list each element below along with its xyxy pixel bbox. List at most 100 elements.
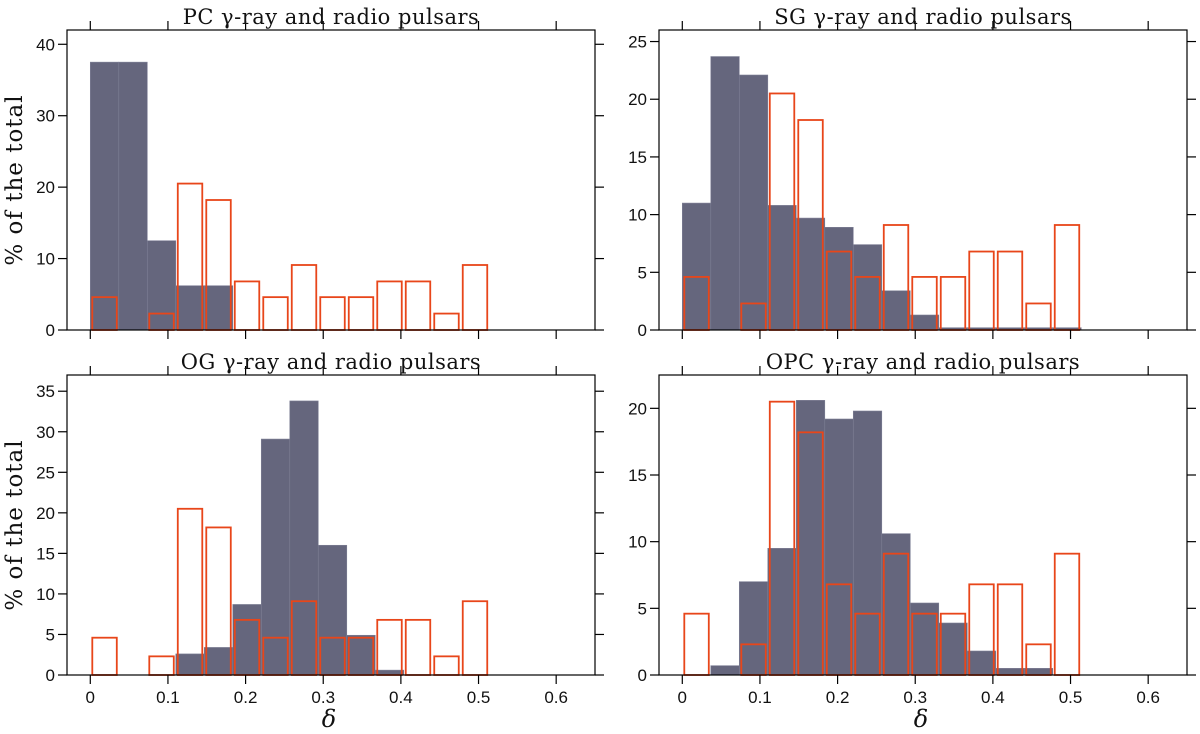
- x-tick-label: 0.4: [389, 688, 413, 707]
- x-tick-label: 0.6: [1136, 688, 1160, 707]
- y-tick-label: 35: [36, 382, 55, 401]
- panel-pc: 0 10 20 30 40 PC γ-ray and radio pulsars % of …: [2, 5, 604, 340]
- model-bar: [909, 314, 940, 331]
- x-tick-label: 0.2: [234, 688, 258, 707]
- x-tick-label: 0.3: [903, 688, 927, 707]
- observed-bar: [996, 250, 1024, 331]
- model-bar: [824, 418, 854, 676]
- model-bar: [909, 602, 940, 676]
- model-bar: [966, 650, 997, 676]
- model-bar: [260, 438, 291, 676]
- observed-bar: [433, 312, 460, 331]
- y-tick-label: 0: [638, 666, 647, 685]
- model-bar: [710, 56, 740, 331]
- model-bar: [795, 400, 826, 676]
- series-model-bars: [681, 56, 1082, 331]
- x-tick-label: 0.4: [981, 688, 1005, 707]
- observed-bar: [404, 280, 432, 331]
- observed-bar: [1025, 302, 1052, 331]
- y-tick-label: 5: [46, 625, 55, 644]
- observed-bar: [968, 250, 995, 331]
- y-tick-label: 15: [628, 148, 647, 167]
- series-model-bars: [710, 400, 1054, 676]
- model-bar: [175, 653, 205, 676]
- y-tick-label: 20: [628, 90, 647, 109]
- y-tick-label: 15: [36, 544, 55, 563]
- plot-frame: [66, 374, 596, 676]
- panel-opc: 0 0.1 0.2 0.3 0.4 0.5 0.6 0 5 10 15 20 OPC γ-ray and…: [628, 350, 1196, 733]
- panel-title-og: OG γ-ray and radio pulsars: [181, 350, 481, 374]
- observed-bar: [262, 296, 289, 331]
- observed-bar: [376, 618, 403, 676]
- plot-frame: [66, 29, 596, 331]
- model-bar: [1023, 668, 1054, 676]
- panel-og: 0 0.1 0.2 0.3 0.4 0.5 0.6 0 5 10 15 20 25 30 35 OG γ-ra…: [2, 350, 604, 733]
- y-tick-label: 40: [36, 35, 55, 54]
- x-tick-label: 0.6: [544, 688, 568, 707]
- panel-title-sg: SG γ-ray and radio pulsars: [774, 5, 1072, 29]
- y-tick-label: 10: [628, 206, 647, 225]
- model-bar: [289, 400, 319, 676]
- model-bar: [232, 604, 262, 676]
- series-model-bars: [175, 400, 405, 676]
- observed-bar: [1053, 224, 1081, 331]
- observed-bar: [233, 280, 261, 331]
- model-bar: [738, 74, 769, 331]
- y-tick-label: 0: [46, 321, 55, 340]
- model-bar: [995, 668, 1025, 676]
- y-tick-label: 25: [628, 33, 647, 52]
- x-tick-label: 0.1: [748, 688, 772, 707]
- model-bar: [767, 205, 797, 331]
- observed-bar: [461, 264, 489, 331]
- x-tick-label: 0.5: [467, 688, 491, 707]
- observed-bar: [148, 655, 175, 676]
- observed-bar: [939, 276, 967, 331]
- y-tick-label: 10: [36, 585, 55, 604]
- x-tick-label: 0.2: [826, 688, 850, 707]
- model-bar: [175, 285, 205, 331]
- y-tick-label: 20: [36, 504, 55, 523]
- y-tick-label: 15: [628, 466, 647, 485]
- panel-title-pc: PC γ-ray and radio pulsars: [183, 5, 480, 29]
- y-tick-label: 30: [36, 107, 55, 126]
- observed-bar: [683, 612, 710, 676]
- observed-bar: [319, 296, 346, 331]
- model-bar: [767, 548, 797, 676]
- observed-bar: [1053, 552, 1081, 676]
- observed-bar: [176, 507, 204, 676]
- x-tick-label: 0: [86, 688, 95, 707]
- model-bar: [317, 544, 348, 676]
- observed-bar: [461, 600, 489, 676]
- model-bar: [681, 202, 712, 331]
- model-bar: [203, 285, 234, 331]
- observed-bar: [996, 583, 1024, 676]
- observed-bar: [433, 655, 460, 676]
- panel-title-opc: OPC γ-ray and radio pulsars: [766, 350, 1080, 374]
- y-tick-label: 0: [638, 321, 647, 340]
- y-tick-label: 20: [628, 399, 647, 418]
- model-bar: [346, 634, 376, 676]
- x-tick-label: 0.3: [311, 688, 335, 707]
- plot-frame: [658, 374, 1188, 676]
- x-tick-label: 0.5: [1059, 688, 1083, 707]
- model-bar: [938, 622, 968, 676]
- model-bar: [89, 61, 120, 331]
- series-model-bars: [89, 61, 234, 331]
- model-bar: [203, 647, 234, 676]
- y-tick-label: 5: [638, 599, 647, 618]
- observed-bar: [376, 280, 403, 331]
- model-bar: [852, 244, 883, 331]
- y-tick-label: 30: [36, 423, 55, 442]
- x-axis-label: δ: [914, 705, 928, 733]
- y-tick-label: 5: [638, 263, 647, 282]
- x-tick-label: 0.1: [156, 688, 180, 707]
- observed-bar: [404, 618, 432, 676]
- x-tick-label: 0: [678, 688, 687, 707]
- y-tick-label: 10: [628, 533, 647, 552]
- model-bar: [852, 410, 883, 676]
- model-bar: [824, 227, 854, 331]
- observed-bar: [290, 264, 318, 331]
- y-tick-label: 25: [36, 463, 55, 482]
- y-axis-label: % of the total: [2, 94, 28, 265]
